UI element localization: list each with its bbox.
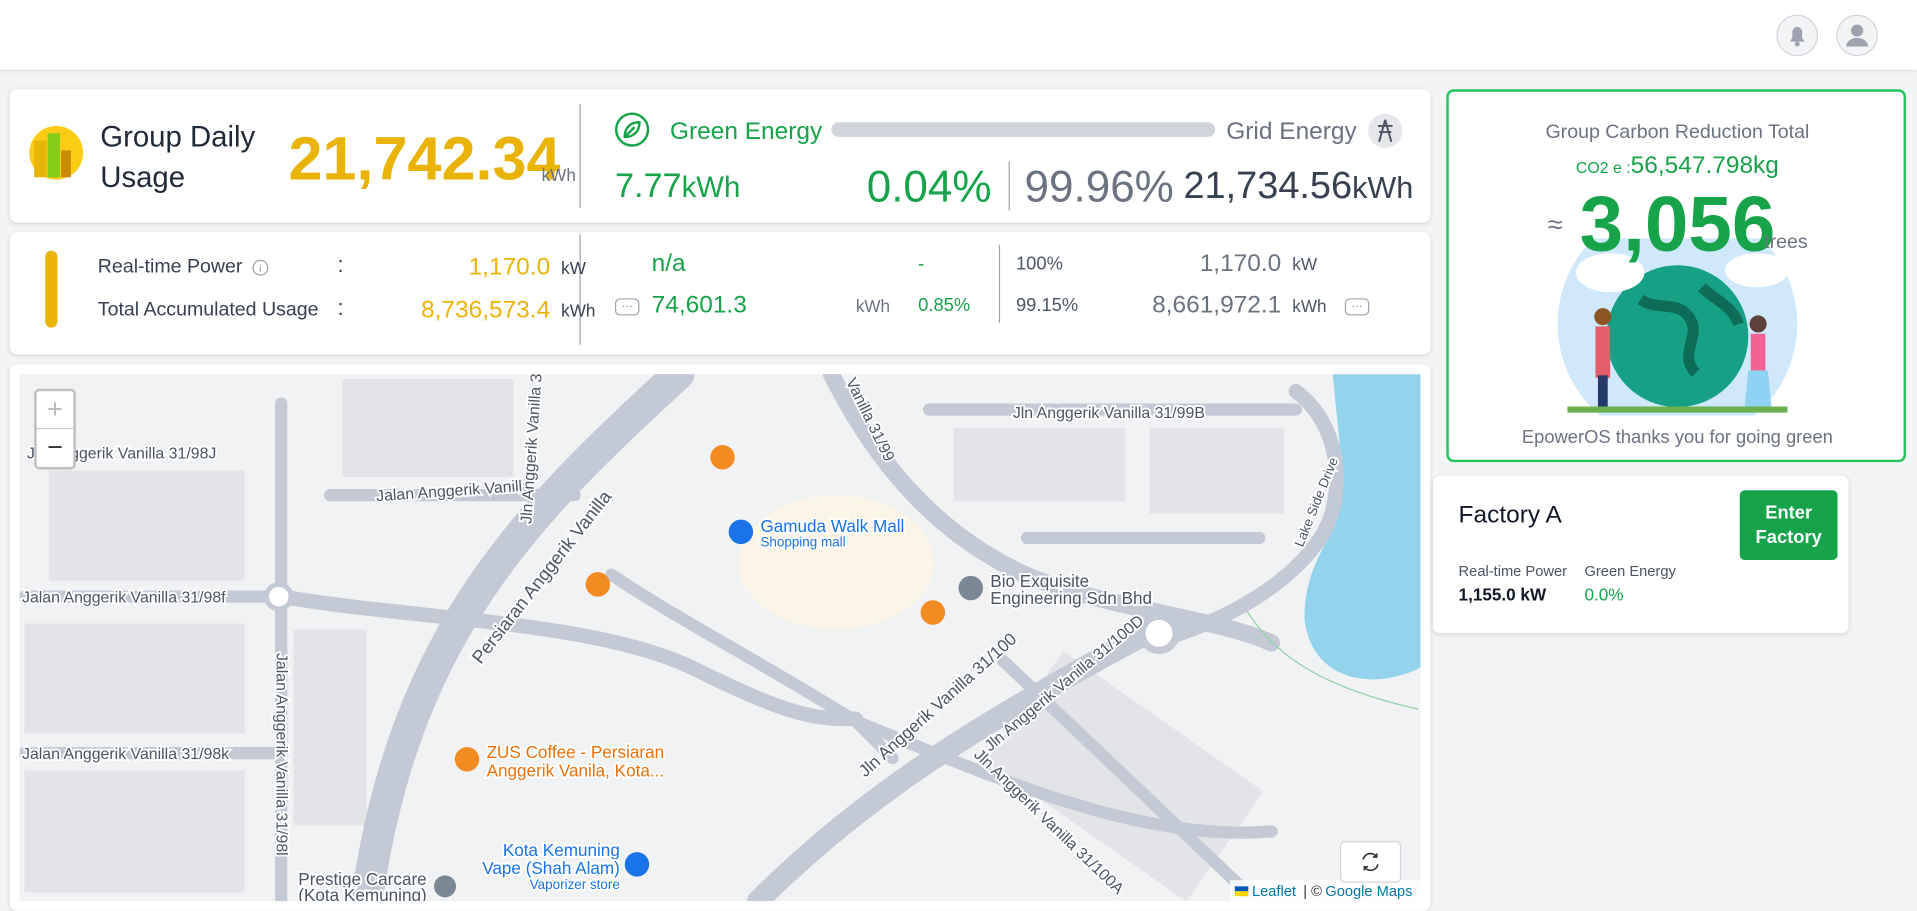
metric-unit: kWh <box>561 300 596 321</box>
grid-metric-unit: kW <box>1292 254 1318 274</box>
place-name: ZUS Coffee - Persiaran <box>487 743 665 762</box>
place-name: Kota Kemuning <box>503 841 620 860</box>
place-name: Prestige Carcare <box>298 870 426 889</box>
green-metric-unit: kWh <box>855 295 891 316</box>
tower-icon <box>1368 113 1403 148</box>
grid-value: 21,734.56kWh <box>1183 164 1413 208</box>
green-number: 7.77 <box>614 166 682 205</box>
grid-metric-value: 1,170.0 <box>1199 250 1282 277</box>
place-kind: Anggerik Vanila, Kota... <box>487 761 665 780</box>
grid-metric-value: 8,661,972.1 <box>1152 291 1282 319</box>
leaflet-link[interactable]: Leaflet <box>1252 884 1296 900</box>
info-icon[interactable] <box>252 259 269 276</box>
factory-green-value: 0.0% <box>1584 584 1624 604</box>
divider <box>579 234 581 345</box>
green-metric-percent: 0.85% <box>918 295 971 317</box>
green-percent: 0.04% <box>866 161 992 212</box>
enter-factory-button[interactable]: Enter Factory <box>1739 490 1838 560</box>
co2-label: CO2 e : <box>1575 158 1631 177</box>
place-kind: (Kota Kemuning) <box>298 886 426 901</box>
trees-unit: trees <box>1764 232 1808 254</box>
metric-value: 1,170.0 <box>468 253 551 281</box>
header <box>0 0 1917 70</box>
metric-value: 8,736,573.4 <box>420 296 551 324</box>
more-button[interactable]: ··· <box>614 298 640 316</box>
place-kind: Engineering Sdn Bhd <box>990 589 1152 608</box>
summary-card <box>9 89 1431 223</box>
grid-percent: 99.96% <box>1024 161 1174 212</box>
street-label: Jalan Anggerik Vanilla 31/98l <box>272 653 289 856</box>
more-button[interactable]: ··· <box>1344 298 1370 316</box>
bell-icon <box>1789 26 1805 47</box>
green-metric-value: 74,601.3 <box>651 291 747 319</box>
usage-title: Group Daily Usage <box>100 121 256 195</box>
co2-line: CO2 e :56,547.798kg <box>1446 152 1908 180</box>
factory-power-value: 1,155.0 kW <box>1458 584 1547 604</box>
street-label: Jalan Anggerik Vanilla 31/98k <box>22 746 229 763</box>
green-unit: kWh <box>681 171 741 205</box>
street-label: Jln Anggerik Vanilla 31/99B <box>1013 405 1205 422</box>
user-icon <box>1846 24 1869 47</box>
usage-value: 21,742.34 <box>288 124 561 194</box>
divider <box>998 244 1001 323</box>
zoom-in[interactable]: + <box>36 391 74 430</box>
co2-value: 56,547.798kg <box>1630 152 1779 180</box>
metric-separator: : <box>337 295 344 320</box>
grid-metric-unit: kWh <box>1292 295 1327 316</box>
metrics-card <box>9 232 1431 355</box>
street-label: Jalan Anggerik Vanilla 31/98f <box>22 590 226 607</box>
zoom-out[interactable]: − <box>47 431 63 463</box>
metric-separator: : <box>337 252 344 277</box>
grid-metric-percent: 99.15% <box>1015 295 1079 317</box>
green-metric-percent: - <box>918 253 925 275</box>
carbon-title: Group Carbon Reduction Total <box>1545 122 1810 144</box>
metric-unit: kW <box>561 257 586 278</box>
energy-ratio-bar <box>831 122 1216 137</box>
usage-icon <box>29 125 84 180</box>
green-label: Green Energy <box>669 117 823 145</box>
trees-value: 3,056 <box>1579 179 1776 268</box>
green-value: 7.77kWh <box>615 166 740 205</box>
place-kind: Shopping mall <box>760 535 845 550</box>
grid-metric-percent: 100% <box>1015 253 1063 275</box>
grid-number: 21,734.56 <box>1183 163 1353 207</box>
place-sub: Vaporizer store <box>530 877 620 892</box>
refresh-icon <box>1362 852 1379 872</box>
factory-green-label: Green Energy <box>1584 562 1676 580</box>
leaf-icon <box>614 112 650 147</box>
google-link[interactable]: Google Maps <box>1325 884 1412 900</box>
place-kind: Vape (Shah Alam) <box>482 859 620 878</box>
user-button[interactable] <box>1836 14 1878 57</box>
grid-label: Grid Energy <box>1226 117 1357 145</box>
divider <box>1008 161 1010 211</box>
map: Jln Anggerik Vanilla 31/98J Jalan Angger… <box>19 374 1421 902</box>
attribution-separator: | © <box>1303 884 1322 900</box>
grid-unit: kWh <box>1352 171 1414 206</box>
place-name: Bio Exquisite <box>990 572 1089 591</box>
zoom-control: + − <box>34 388 76 470</box>
place-name: Gamuda Walk Mall <box>760 517 904 536</box>
green-metric-value: n/a <box>651 250 686 277</box>
earth-illustration <box>1557 238 1798 416</box>
metric-label: Total Accumulated Usage <box>97 299 319 321</box>
divider <box>579 103 581 208</box>
usage-unit: kWh <box>541 165 576 185</box>
factory-name: Factory A <box>1458 501 1562 529</box>
metric-label: Real-time Power <box>97 256 243 278</box>
notification-button[interactable] <box>1776 14 1819 57</box>
reset-map-button[interactable] <box>1339 841 1402 883</box>
accent-bar <box>45 250 58 328</box>
approx-sign: ≈ <box>1547 209 1563 240</box>
thanks-text: EpowerOS thanks you for going green <box>1521 427 1833 449</box>
factory-power-label: Real-time Power <box>1458 562 1568 580</box>
